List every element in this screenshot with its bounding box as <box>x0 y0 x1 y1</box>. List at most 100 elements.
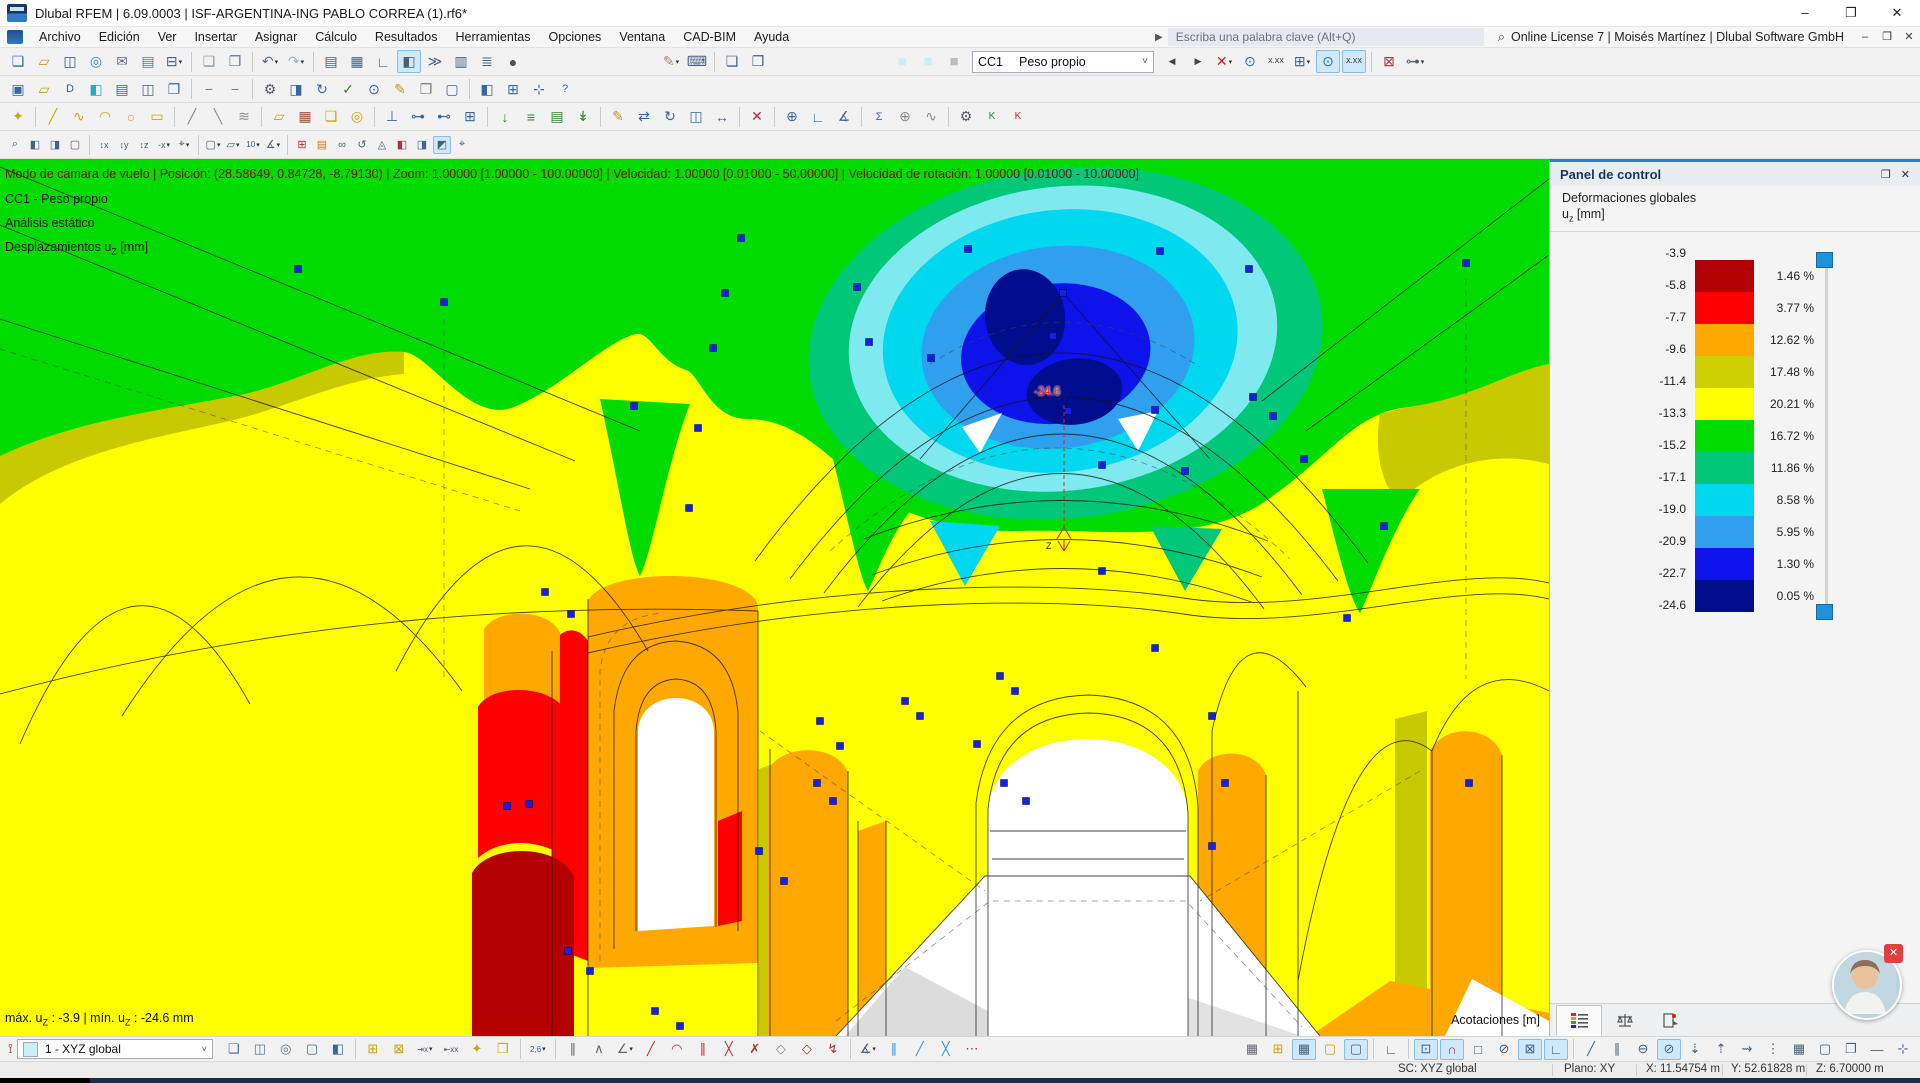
page-preview-icon[interactable]: ▤ <box>141 53 155 69</box>
snap-endpoint-icon[interactable]: □ <box>1474 1041 1482 1057</box>
check-results-icon[interactable]: K <box>988 111 996 122</box>
move-copy-icon[interactable]: ⇄ <box>638 108 650 124</box>
rotate-object-icon[interactable]: ↻ <box>664 108 676 124</box>
new-from-template-icon[interactable]: ❏ <box>202 53 216 69</box>
snap-ellipse-icon[interactable]: ⊘ <box>1657 1038 1681 1060</box>
new-line-icon[interactable]: ╱ <box>48 108 58 124</box>
new-member-set-icon[interactable]: ≋ <box>238 108 250 124</box>
send-model-icon[interactable]: ✉ <box>116 53 128 69</box>
menu-cad-bim[interactable]: CAD-BIM <box>683 30 736 44</box>
tab-factors[interactable] <box>1602 1005 1648 1036</box>
new-mesh-refinement-icon[interactable]: ⊞ <box>464 108 476 124</box>
plausibility-check-icon[interactable]: ⊙ <box>368 80 380 97</box>
draw-cross-icon[interactable]: ╳ <box>724 1041 733 1056</box>
guide-lines-icon[interactable]: ∥ <box>569 1041 577 1056</box>
chevron-down-icon[interactable]: ˅ <box>201 1044 207 1054</box>
dimension-x-icon[interactable]: ⇥x ▾ <box>417 1044 433 1054</box>
rotate-view-icon[interactable]: ↺ <box>357 139 367 151</box>
save-model-icon[interactable]: ◫ <box>63 53 77 69</box>
print-icon[interactable]: ⊟ ▾ <box>165 53 183 69</box>
snap-free-icon[interactable]: ⇝ <box>1741 1041 1753 1056</box>
load-cases-manager-icon[interactable]: Σ <box>875 110 883 123</box>
console-icon[interactable]: ≫ <box>427 53 443 69</box>
dimension-angle-icon[interactable]: ∡ ▾ <box>859 1041 876 1056</box>
visibility-box-icon[interactable]: ▢ ▾ <box>205 139 221 151</box>
generate-grid-2-icon[interactable]: ⊠ <box>393 1041 405 1056</box>
dropdown-arrow-icon[interactable]: ▾ <box>428 1046 433 1053</box>
snap-grid-icon[interactable]: ⊡ <box>1414 1038 1438 1060</box>
menu-c-lculo[interactable]: Cálculo <box>315 30 357 44</box>
filter-results-icon[interactable]: ✕ ▾ <box>1215 53 1233 69</box>
snap-parallel-icon[interactable]: ∥ <box>1613 1041 1621 1056</box>
display-properties-icon[interactable]: ◨ <box>289 80 303 97</box>
dropdown-arrow-icon[interactable]: ▾ <box>1420 58 1425 66</box>
previous-load-case-icon[interactable]: ◀ <box>1168 56 1176 66</box>
new-member-hinge-icon[interactable]: ⊷ <box>437 108 451 124</box>
document-minimize-button[interactable]: ‒ <box>1861 31 1869 43</box>
tab-filter-objects[interactable] <box>1648 1005 1694 1036</box>
view-minus-x-icon[interactable]: -x ▾ <box>157 139 170 150</box>
result-values-icon[interactable]: X.XX <box>1268 58 1284 65</box>
new-free-load-icon[interactable]: ↡ <box>577 108 589 124</box>
new-nodal-load-icon[interactable]: ↓ <box>501 108 509 125</box>
open-model-icon[interactable]: ▱ <box>38 53 50 69</box>
new-model-icon[interactable]: ❏ <box>11 53 25 69</box>
new-arc-icon[interactable]: ◠ <box>98 108 112 124</box>
redo-icon[interactable]: ↷ ▾ <box>287 53 305 69</box>
snap-up-icon[interactable]: ⇡ <box>1715 1041 1727 1056</box>
new-surface-load-icon[interactable]: ▤ <box>550 108 564 124</box>
clip-plane-z-icon[interactable]: ◩ <box>433 135 451 154</box>
projection-icon[interactable]: ◬ <box>377 139 387 151</box>
new-surface-icon[interactable]: ▱ <box>273 108 285 124</box>
dropdown-arrow-icon[interactable]: ▾ <box>185 141 190 149</box>
draw-parallel-icon[interactable]: ∥ <box>699 1041 707 1056</box>
support-chat-avatar[interactable] <box>1832 950 1902 1020</box>
menu-ver[interactable]: Ver <box>157 30 177 44</box>
panel-navigator-icon[interactable]: ◧ <box>397 50 421 73</box>
screenshot-icon[interactable]: ▢ <box>445 80 459 97</box>
new-member-icon[interactable]: ╱ <box>187 108 197 124</box>
scale-slider-handle-bottom[interactable] <box>1816 604 1833 620</box>
snap-line-icon[interactable]: ╱ <box>1587 1041 1595 1056</box>
zoom-icon[interactable]: ⌕ <box>11 138 19 150</box>
new-line-support-icon[interactable]: ⊶ <box>411 108 425 124</box>
hatch-lines-icon[interactable]: ∥ <box>890 1041 898 1056</box>
dropdown-arrow-icon[interactable]: ▾ <box>1228 58 1233 66</box>
snap-down-icon[interactable]: ⇣ <box>1689 1041 1701 1056</box>
new-rectangle-icon[interactable]: ▭ <box>150 108 164 124</box>
document-restore-button[interactable]: ❒ <box>1882 31 1892 43</box>
section-cut-icon[interactable]: ∡ <box>837 108 851 124</box>
scale-slider-track[interactable] <box>1825 260 1828 612</box>
mesh-points-icon[interactable]: ⊞ <box>297 139 307 151</box>
frame-visibility-icon[interactable]: ▢ <box>1344 1038 1368 1060</box>
snap-tangent-icon[interactable]: ⊖ <box>1637 1041 1649 1056</box>
keyboard-input-icon[interactable]: ⌨ <box>686 53 708 69</box>
save-all-icon[interactable]: ◫ <box>141 80 155 97</box>
project-folder-icon[interactable]: ▱ <box>38 80 50 97</box>
display-swatch-2-icon[interactable]: ■ <box>923 53 933 70</box>
new-solid-icon[interactable]: ▦ <box>298 108 312 124</box>
renumber-icon[interactable]: ⊕ <box>786 108 798 124</box>
view-y-icon[interactable]: ↕y <box>119 139 129 150</box>
new-opening-icon[interactable]: ❏ <box>324 108 338 124</box>
close-button[interactable]: ✕ <box>1891 5 1903 20</box>
view-3d-icon[interactable]: ◧ <box>480 80 494 97</box>
snap-center-icon[interactable]: ⊘ <box>1498 1041 1510 1056</box>
select-layers-icon[interactable]: ◧ <box>331 1041 344 1056</box>
scale-object-icon[interactable]: ↔ <box>715 108 729 125</box>
dropdown-arrow-icon[interactable]: ▾ <box>300 58 305 66</box>
select-box-icon[interactable]: ▢ <box>305 1041 318 1056</box>
calculate-all-icon[interactable]: ⚙ <box>959 108 973 124</box>
dimension-xx-icon[interactable]: ⇤xx <box>443 1044 459 1054</box>
show-deformed-icon[interactable]: ⊙ <box>1316 50 1340 73</box>
coordinate-system-combobox[interactable]: 1 - XYZ global ˅ <box>16 1039 213 1059</box>
collapse-a-icon[interactable]: − <box>204 81 214 97</box>
fe-node-handles[interactable] <box>294 234 1473 1030</box>
angle-guide-icon[interactable]: ∠ ▾ <box>616 1041 633 1056</box>
fe-mesh-icon[interactable]: ▤ <box>316 139 328 151</box>
delete-objects-icon[interactable]: ◫ <box>253 1041 266 1056</box>
view-wireframe-icon[interactable]: ▢ <box>69 139 81 151</box>
delete-object-icon[interactable]: ✕ <box>751 108 763 124</box>
center-view-icon[interactable]: ⌖ <box>458 138 466 150</box>
menu-opciones[interactable]: Opciones <box>548 30 602 44</box>
